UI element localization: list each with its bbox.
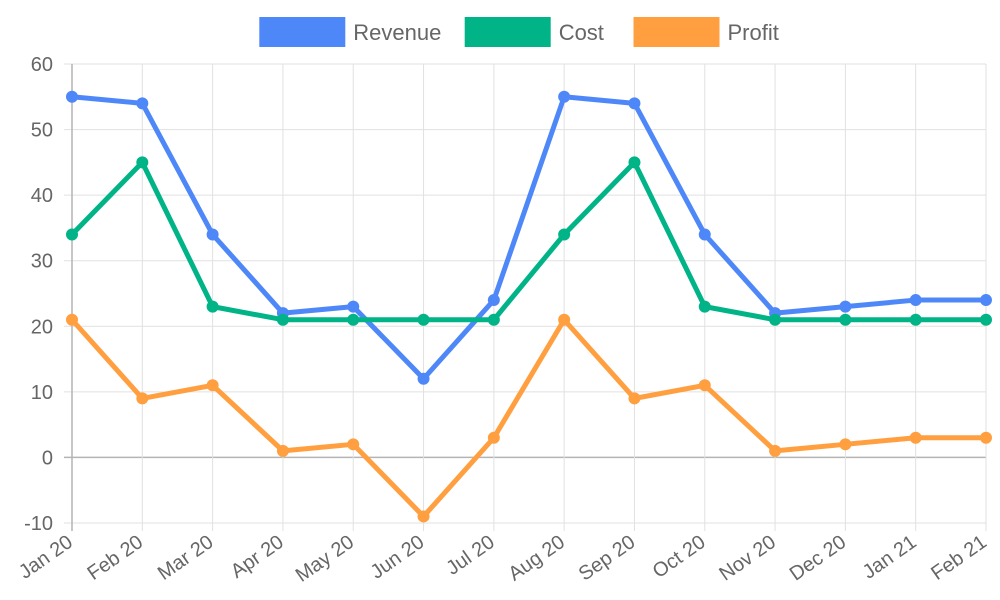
y-tick-label: 10	[31, 382, 53, 404]
series-lines	[66, 90, 992, 523]
series-cost	[66, 156, 992, 326]
y-tick-label: 60	[31, 54, 53, 76]
data-point[interactable]	[909, 294, 922, 307]
data-point[interactable]	[347, 438, 360, 451]
x-tick-label: Mar 20	[154, 531, 218, 585]
series-revenue	[66, 90, 992, 385]
data-point[interactable]	[136, 156, 149, 169]
data-point[interactable]	[909, 431, 922, 444]
series-line	[69, 94, 989, 382]
data-point[interactable]	[206, 228, 219, 241]
grid	[64, 63, 987, 531]
y-tick-label: 50	[31, 120, 53, 142]
x-tick-label: Nov 20	[715, 531, 780, 585]
legend-item-profit[interactable]: Profit	[633, 17, 779, 47]
x-tick-label: Dec 20	[786, 531, 851, 585]
data-point[interactable]	[66, 90, 78, 103]
data-point[interactable]	[558, 313, 571, 326]
data-point[interactable]	[769, 313, 782, 326]
data-point[interactable]	[417, 313, 430, 326]
data-point[interactable]	[487, 313, 500, 326]
data-point[interactable]	[417, 372, 430, 385]
x-tick-label: Apr 20	[227, 531, 288, 583]
data-point[interactable]	[66, 313, 78, 326]
series-line	[69, 317, 989, 519]
legend-swatch	[259, 17, 346, 47]
data-point[interactable]	[698, 228, 711, 241]
x-tick-label: Jan 20	[15, 531, 77, 583]
data-point[interactable]	[417, 510, 430, 523]
data-point[interactable]	[487, 294, 500, 307]
data-point[interactable]	[839, 300, 852, 313]
data-point[interactable]	[909, 313, 922, 326]
data-point[interactable]	[136, 97, 149, 110]
data-point[interactable]	[487, 431, 500, 444]
x-tick-label: Jun 20	[367, 531, 429, 583]
x-tick-label: Aug 20	[504, 531, 569, 585]
legend-swatch	[633, 17, 720, 47]
data-point[interactable]	[698, 379, 711, 392]
data-point[interactable]	[769, 444, 782, 457]
x-tick-label: Feb 21	[927, 531, 991, 585]
data-point[interactable]	[276, 313, 289, 326]
x-tick-label: Jan 21	[859, 531, 921, 583]
x-tick-label: Feb 20	[84, 531, 148, 585]
legend-swatch	[464, 17, 551, 47]
legend-item-revenue[interactable]: Revenue	[259, 17, 441, 47]
legend-label: Cost	[559, 20, 604, 45]
y-tick-label: 20	[31, 316, 53, 338]
data-point[interactable]	[347, 300, 360, 313]
data-point[interactable]	[558, 90, 571, 103]
data-point[interactable]	[347, 313, 360, 326]
data-point[interactable]	[980, 313, 992, 326]
data-point[interactable]	[628, 156, 641, 169]
legend-label: Revenue	[353, 20, 441, 45]
data-point[interactable]	[206, 300, 219, 313]
series-profit	[66, 313, 992, 523]
legend: Revenue Cost Profit	[259, 17, 779, 47]
data-point[interactable]	[276, 444, 289, 457]
legend-label: Profit	[728, 20, 779, 45]
data-point[interactable]	[558, 228, 571, 241]
y-tick-label: 30	[31, 251, 53, 273]
data-point[interactable]	[980, 431, 992, 444]
y-tick-label: 0	[42, 447, 53, 469]
data-point[interactable]	[66, 228, 78, 241]
x-tick-label: Jul 20	[442, 531, 498, 580]
x-tick-label: May 20	[292, 531, 358, 587]
series-line	[69, 159, 989, 323]
data-point[interactable]	[136, 392, 149, 405]
data-point[interactable]	[839, 438, 852, 451]
data-point[interactable]	[628, 392, 641, 405]
x-tick-label: Sep 20	[575, 531, 640, 585]
y-tick-label: 40	[31, 185, 53, 207]
x-tick-label: Oct 20	[649, 531, 710, 583]
data-point[interactable]	[628, 97, 641, 110]
data-point[interactable]	[206, 379, 219, 392]
data-point[interactable]	[980, 294, 992, 307]
legend-item-cost[interactable]: Cost	[464, 17, 604, 47]
y-tick-label: -10	[24, 513, 53, 535]
data-point[interactable]	[839, 313, 852, 326]
data-point[interactable]	[698, 300, 711, 313]
